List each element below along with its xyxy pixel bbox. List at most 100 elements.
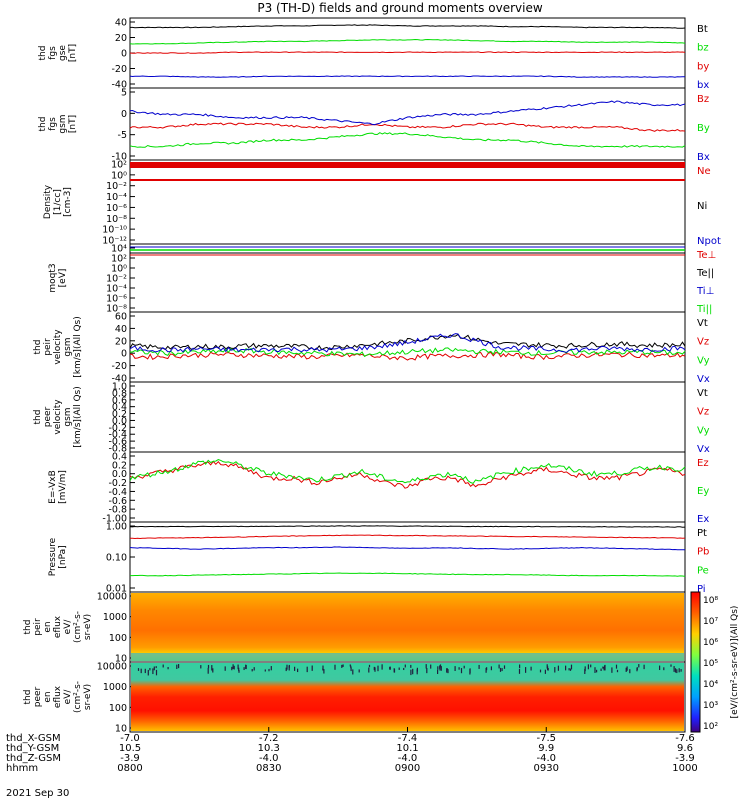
legend-item: Vt (697, 318, 708, 329)
ylabel-line: [nPa] (58, 545, 68, 568)
legend-item: Ni (697, 201, 707, 212)
speckle (237, 664, 239, 670)
yticks-peiref: 10000 1000 100 10 (97, 592, 135, 665)
speckle (629, 669, 631, 674)
speckle (155, 669, 158, 676)
speckle (518, 668, 521, 674)
ytick-label: -5 (118, 130, 127, 141)
legend-item: Npot (697, 236, 721, 247)
speckle (626, 666, 628, 671)
legend-item: Ex (697, 514, 709, 525)
yticks-peeref: 10000 1000 100 10 (97, 662, 135, 735)
ylabel-efield: E=-VxB [mV/m] (48, 470, 68, 504)
ylabel-line: thd (38, 117, 48, 132)
ylabel-line: [cm-3] (63, 187, 73, 217)
ylabel-line: eV/ (63, 689, 73, 705)
panel-fgs: thd fgs gse [nT] 40 20 0 -20 -40 Bt bz by bx (38, 17, 709, 91)
legend-item: Ez (697, 458, 709, 469)
ylabel-line: (cm²-s- (73, 611, 83, 643)
speckle (393, 668, 395, 673)
footer-value: -4.0 (259, 753, 279, 764)
footer-value: 9.6 (677, 743, 693, 754)
speckle (323, 669, 325, 674)
legend-item: Pt (697, 528, 707, 539)
spectrogram-lowband (131, 653, 684, 661)
ytick-label: -0.2 (108, 478, 127, 489)
ylabel-line: moqt3 (48, 263, 58, 292)
speckle (570, 664, 573, 670)
speckle (224, 666, 226, 671)
speckle (478, 664, 480, 669)
ylabel-line: en (43, 621, 53, 632)
speckle (446, 668, 448, 671)
speckle (604, 665, 606, 670)
speckle (437, 666, 439, 670)
speckle (439, 664, 442, 668)
speckle (349, 664, 351, 667)
ytick-label: 5 (121, 88, 127, 99)
legend-item: Pb (697, 547, 709, 558)
ytick-label: 1000 (103, 682, 127, 693)
legend-item: Pe (697, 565, 709, 576)
ytick-label: 0 (121, 49, 127, 60)
ylabel-line: thd (33, 410, 43, 425)
speckle (439, 665, 441, 669)
ylabel-line: gsm (58, 114, 68, 133)
ytick-label: 10 (115, 724, 127, 735)
speckle (680, 669, 682, 672)
panel-peeref: thd peer en eflux eV/(cm²-s-sr-eV)1000010001… (23, 661, 686, 735)
ytick-label: 10² (111, 254, 127, 265)
speckle (144, 668, 146, 674)
series-line-Pi (129, 546, 686, 551)
ytick-label: 10⁻⁴ (106, 192, 127, 203)
legend-item: Bx (697, 152, 710, 163)
ytick-label: -20 (111, 361, 127, 372)
ytick-label: 20 (115, 336, 127, 347)
series-line-Ey (129, 459, 686, 484)
footer-row-label: thd_Z-GSM (6, 753, 61, 764)
legend-item: Vy (697, 355, 710, 366)
speckle (446, 668, 448, 673)
footer-row-label: thd_Y-GSM (6, 743, 59, 754)
ytick-label: 1.0 (112, 382, 127, 393)
ylabel-line: [mV/m] (58, 470, 68, 504)
series-line-Vy (129, 347, 686, 358)
ylabel-line: gsm (63, 407, 73, 426)
legend-item: Vz (697, 337, 709, 348)
ytick-label: 10⁻² (106, 181, 127, 192)
speckle (440, 666, 442, 671)
ylabel-line: Pressure (48, 537, 58, 576)
speckle (232, 664, 234, 669)
speckle (342, 664, 344, 667)
colorbar-tick: 10² (703, 722, 718, 732)
speckle (311, 665, 313, 671)
speckle (286, 664, 288, 670)
speckle (425, 664, 427, 669)
legend-item: Ti|| (696, 304, 712, 315)
speckle (410, 664, 412, 668)
ylabel-line: en (43, 691, 53, 702)
speckle (463, 665, 465, 669)
speckle (167, 666, 169, 670)
speckle (530, 666, 532, 671)
yticks-peerv: 1.00.80.60.40.20.0-0.2-0.4-0.6-0.8 (108, 382, 135, 455)
footer-value: -7.2 (259, 733, 279, 744)
legend-item: Vy (697, 425, 710, 436)
panel-peirv: thd peir velocity gsm [km/s](All Qs) 6040200-… (33, 311, 710, 385)
ylabel-line: eflux (53, 615, 63, 638)
ytick-label: -20 (111, 64, 127, 75)
series-line-Vt (129, 333, 686, 351)
colorbar-tick: 10⁵ (703, 659, 718, 669)
ytick-label: 0.10 (106, 553, 127, 564)
speckle (149, 667, 151, 671)
speckle (454, 666, 456, 671)
date-label: 2021 Sep 30 (6, 788, 69, 799)
legend-item: bz (697, 43, 709, 54)
ylabel-line: velocity (53, 329, 63, 365)
speckle (238, 669, 240, 673)
footer-value: 0930 (534, 763, 559, 774)
panel-frame-fgsgsm (129, 87, 686, 161)
ylabel-density: Density [1/cc] [cm-3] (43, 184, 73, 219)
